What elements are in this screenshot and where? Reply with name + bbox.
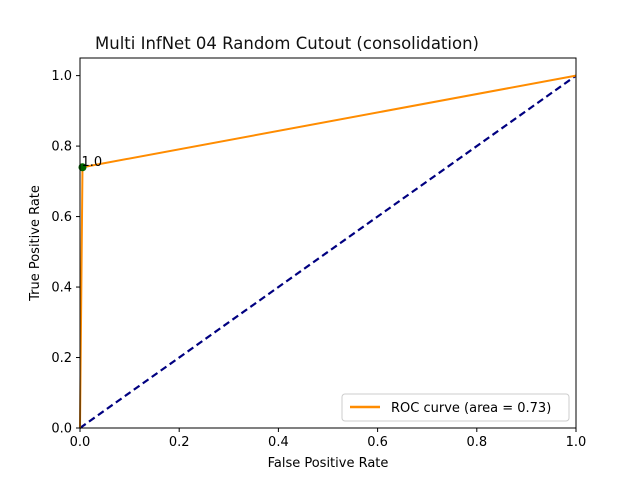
x-tick-label: 0.8 <box>466 435 487 450</box>
ticks-layer: 0.0 0.2 0.4 0.6 0.8 1.0 0.0 0.2 0.4 0.6 0.8 1.0 <box>51 69 586 450</box>
y-tick-label: 0.0 <box>51 422 72 437</box>
y-tick-label: 0.6 <box>51 210 72 225</box>
x-tick-label: 1.0 <box>566 435 587 450</box>
y-tick-label: 1.0 <box>51 69 72 84</box>
plot-frame <box>79 57 577 429</box>
y-tick-label: 0.8 <box>51 140 72 155</box>
x-tick-label: 0.4 <box>268 435 289 450</box>
x-tick-label: 0.2 <box>169 435 190 450</box>
x-axis-label: False Positive Rate <box>268 456 389 471</box>
threshold-label: 1.0 <box>81 155 102 170</box>
y-tick-label: 0.2 <box>51 351 72 366</box>
x-tick-label: 0.6 <box>367 435 388 450</box>
chance-diagonal-line <box>79 74 577 429</box>
chart-title: Multi InfNet 04 Random Cutout (consolida… <box>95 34 479 53</box>
legend-box <box>341 393 570 422</box>
plot-area <box>80 58 576 428</box>
y-tick-label: 0.4 <box>51 281 72 296</box>
y-axis-label: True Positive Rate <box>28 185 43 302</box>
legend-label-roc: ROC curve (area = 0.73) <box>391 401 551 416</box>
legend: ROC curve (area = 0.73) <box>341 393 570 422</box>
x-tick-label: 0.0 <box>70 435 91 450</box>
